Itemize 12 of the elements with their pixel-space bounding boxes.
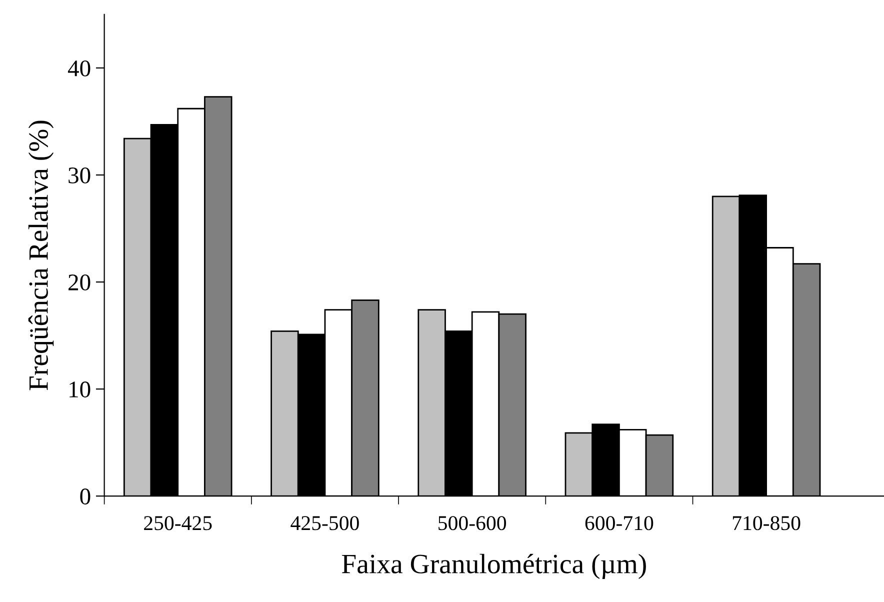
y-tick-label: 10 xyxy=(70,382,90,398)
x-tick-label: 600-710 xyxy=(585,516,654,530)
x-tick-label: 425-500 xyxy=(290,516,359,530)
x-tick-label: 250-425 xyxy=(144,516,212,530)
x-tick-label: 710-850 xyxy=(732,516,800,530)
y-tick-label: 40 xyxy=(68,60,90,76)
y-axis-title: Freqüência Relativa (%) xyxy=(28,120,54,390)
y-tick-label: 20 xyxy=(68,274,90,290)
y-tick-label: 30 xyxy=(68,167,90,184)
x-tick-label: 500-600 xyxy=(438,516,506,530)
x-axis-title: Faixa Granulométrica (µm) xyxy=(342,554,646,580)
y-tick-label: 0 xyxy=(80,488,90,504)
